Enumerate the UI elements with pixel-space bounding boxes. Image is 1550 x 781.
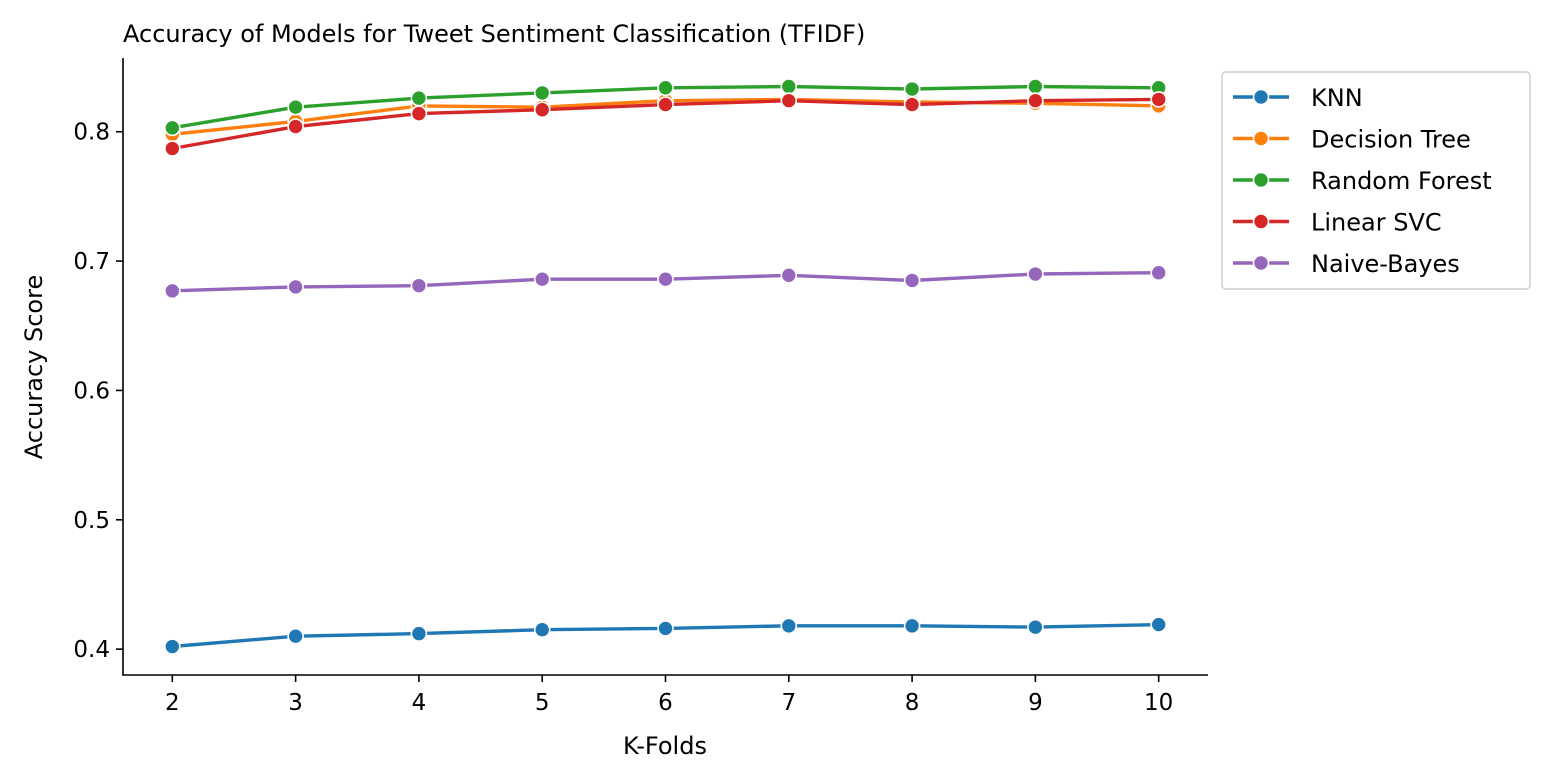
data-point-random-forest (903, 80, 921, 98)
y-axis-label: Accuracy Score (20, 275, 48, 459)
y-ticks: 0.4 0.5 0.6 0.7 0.8 (73, 120, 123, 663)
legend-item-random-forest: Random Forest (1233, 167, 1492, 195)
chart-title: Accuracy of Models for Tweet Sentiment C… (123, 20, 865, 48)
legend-label: Random Forest (1311, 167, 1492, 195)
series-layer (164, 78, 1167, 655)
data-point-knn (780, 617, 798, 635)
legend-swatch-marker (1252, 254, 1270, 272)
legend-swatch-marker (1252, 130, 1270, 147)
data-point-linear-svc (287, 118, 304, 135)
data-point-knn (164, 638, 181, 655)
data-point-knn (410, 625, 428, 642)
data-point-naive-bayes (903, 272, 921, 289)
data-point-knn (657, 620, 674, 637)
data-point-knn (287, 627, 304, 645)
data-point-knn (1150, 616, 1167, 633)
data-point-random-forest (1027, 78, 1044, 95)
legend: KNN Decision Tree Random Forest Linear SVC N… (1221, 71, 1531, 290)
legend-label: Linear SVC (1311, 209, 1442, 237)
x-tick-label: 3 (288, 690, 303, 716)
legend-label: Naive-Bayes (1311, 250, 1460, 278)
x-tick-label: 6 (658, 690, 673, 716)
legend-label: KNN (1311, 84, 1363, 112)
data-point-linear-svc (780, 92, 798, 109)
data-point-knn (1027, 618, 1044, 636)
series-linear-svc (164, 91, 1167, 157)
y-tick-label: 0.6 (73, 378, 110, 404)
legend-item-naive-bayes: Naive-Bayes (1233, 250, 1460, 278)
data-point-random-forest (287, 98, 304, 116)
legend-label: Decision Tree (1311, 126, 1471, 154)
y-tick-label: 0.8 (73, 120, 110, 146)
data-point-knn (533, 621, 551, 639)
data-point-linear-svc (410, 105, 428, 122)
legend-item-decision-tree: Decision Tree (1233, 126, 1471, 154)
data-point-random-forest (410, 89, 428, 107)
data-point-naive-bayes (287, 278, 304, 296)
data-point-knn (903, 617, 921, 635)
legend-frame (1221, 71, 1531, 290)
data-point-linear-svc (1150, 91, 1167, 108)
x-ticks: 2 3 4 5 6 7 8 9 10 (165, 675, 1173, 716)
legend-item-knn: KNN (1233, 84, 1363, 112)
data-point-linear-svc (164, 140, 181, 157)
legend-swatch-marker (1252, 88, 1270, 106)
x-tick-label: 4 (412, 690, 427, 716)
legend-items: KNN Decision Tree Random Forest Linear SVC N… (1233, 84, 1492, 278)
series-naive-bayes (164, 264, 1167, 300)
data-point-linear-svc (533, 101, 551, 119)
y-tick-label: 0.5 (73, 508, 110, 534)
x-axis-label: K-Folds (623, 732, 707, 760)
data-point-linear-svc (903, 96, 921, 113)
plot-area: 2 3 4 5 6 7 8 9 10 0.4 0.5 0.6 0.7 0.8 (73, 58, 1208, 716)
data-point-random-forest (657, 79, 674, 97)
data-point-linear-svc (1027, 92, 1044, 109)
data-point-naive-bayes (657, 270, 674, 288)
y-tick-label: 0.7 (73, 249, 110, 275)
x-tick-label: 5 (535, 690, 550, 716)
x-tick-label: 2 (165, 690, 180, 716)
series-random-forest (164, 78, 1167, 137)
y-tick-label: 0.4 (73, 637, 110, 663)
x-tick-label: 10 (1144, 690, 1173, 716)
data-point-random-forest (533, 84, 551, 102)
legend-item-linear-svc: Linear SVC (1233, 209, 1442, 237)
x-tick-label: 9 (1028, 690, 1043, 716)
data-point-naive-bayes (780, 267, 798, 284)
data-point-naive-bayes (164, 282, 181, 300)
data-point-linear-svc (657, 96, 674, 113)
legend-swatch-marker (1252, 171, 1270, 189)
series-knn (164, 616, 1167, 655)
x-tick-label: 8 (905, 690, 920, 716)
data-point-naive-bayes (410, 277, 428, 294)
data-point-naive-bayes (1027, 265, 1044, 283)
data-point-naive-bayes (1150, 264, 1167, 282)
data-point-random-forest (164, 119, 181, 137)
legend-swatch-marker (1252, 213, 1270, 230)
data-point-naive-bayes (533, 270, 551, 288)
x-tick-label: 7 (781, 690, 796, 716)
data-point-random-forest (780, 78, 798, 95)
